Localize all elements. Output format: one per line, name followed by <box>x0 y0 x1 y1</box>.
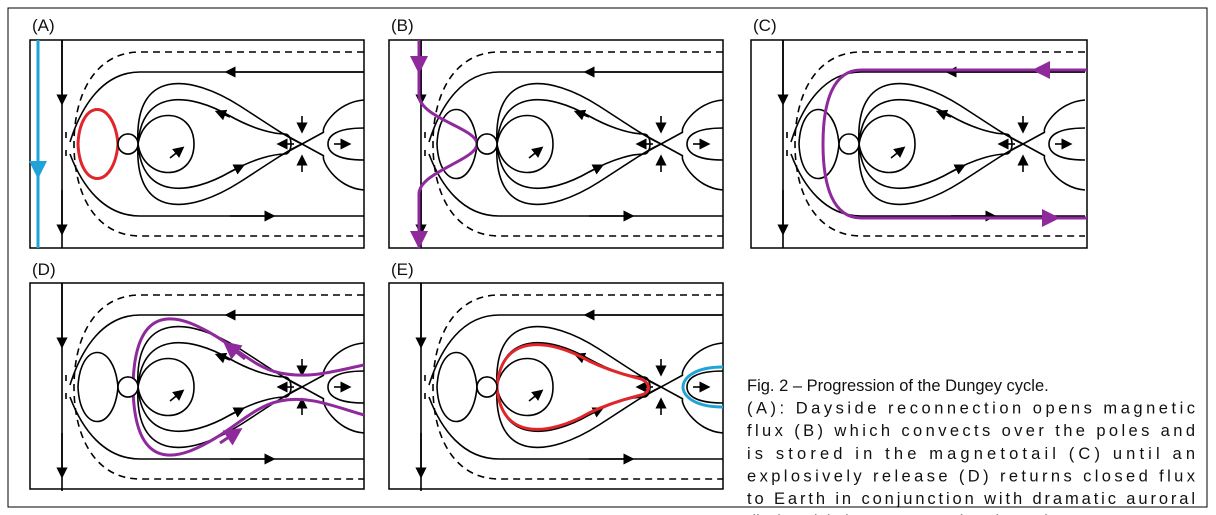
panel-label: (E) <box>391 260 414 279</box>
panel-label: (A) <box>32 16 55 35</box>
panel-d <box>30 283 364 491</box>
caption-line: is stored in the magnetotail (C) until a… <box>747 445 1195 463</box>
panel-c <box>751 40 1087 248</box>
panel-label: (B) <box>391 16 414 35</box>
panel-e <box>389 283 723 491</box>
caption-line: explosively release (D) returns closed f… <box>747 467 1196 485</box>
caption-line: Fig. 2 – Progression of the Dungey cycle… <box>747 377 1049 395</box>
panel-a <box>30 40 364 248</box>
page: {"panels": [{"label": "(A)"}, {"label": … <box>0 0 1216 515</box>
caption-line: (A): Dayside reconnection opens magnetic <box>747 400 1195 418</box>
panel-label: (D) <box>32 260 56 279</box>
caption-line: to Earth in conjunction with dramatic au… <box>747 490 1195 508</box>
caption-line: flux (B) which convects over the poles a… <box>747 422 1195 440</box>
panel-b <box>389 40 723 248</box>
figure: (A) (B) (C) (D) (E) Fig. 2 – Progression… <box>0 0 1216 515</box>
panel-label: (C) <box>753 16 777 35</box>
